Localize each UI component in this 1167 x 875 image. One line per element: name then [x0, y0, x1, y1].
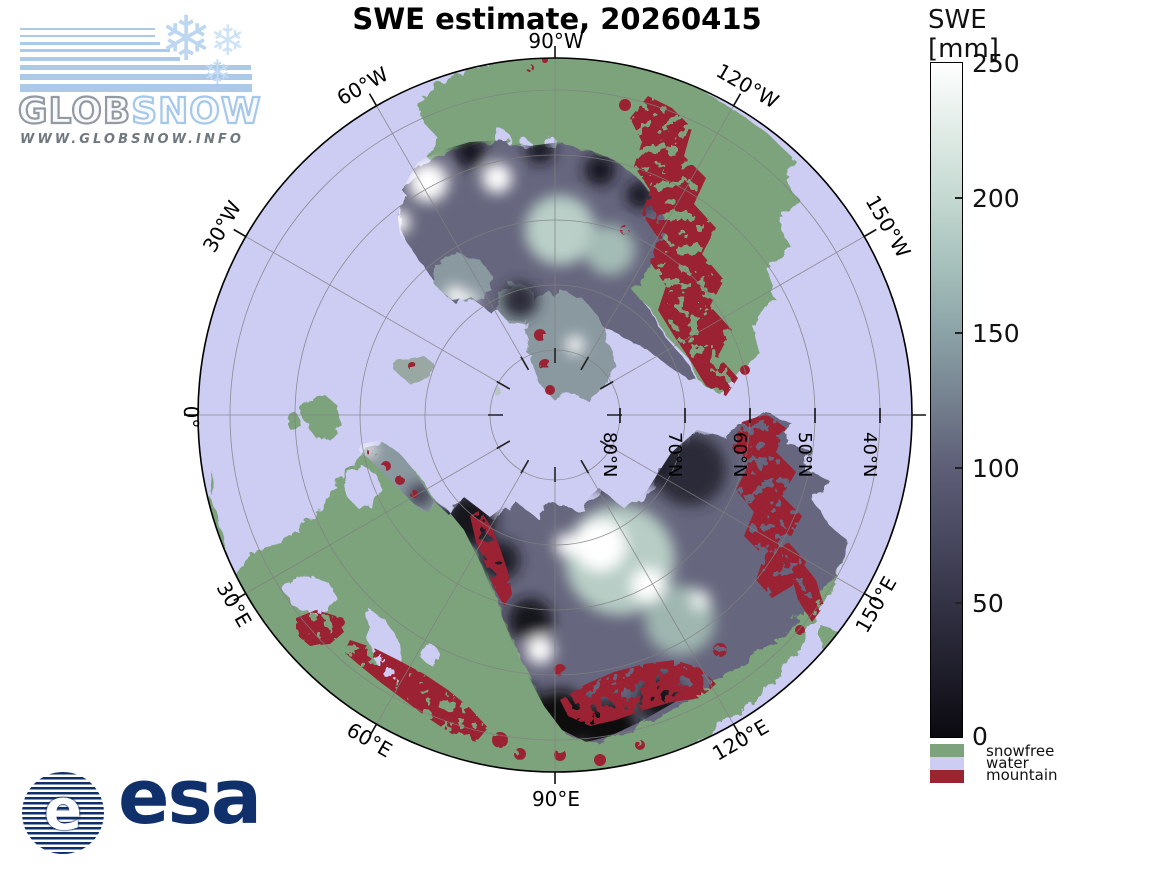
wordmark-snow: SNOW: [130, 91, 262, 132]
legend-swatch-mountain: [930, 770, 964, 783]
mountains-kamchatka: [792, 560, 824, 622]
logo-stripe: [20, 42, 160, 45]
esa-globe-icon: [22, 772, 104, 854]
logo-stripe: [20, 49, 170, 52]
parallel-label: 60°N: [729, 432, 750, 477]
colorbar-tick-label: 150: [972, 319, 1020, 348]
meridian-label: 0°: [179, 406, 203, 429]
colorbar-title: SWE: [928, 5, 987, 35]
snowflake-icon: ❄: [210, 16, 246, 65]
parallel-label: 70°N: [664, 432, 685, 477]
colorbar-unit: [mm]: [928, 34, 999, 64]
colorbar-tick: [955, 197, 962, 199]
legend-label-mountain: mountain: [986, 766, 1058, 784]
globsnow-wordmark: GLOBSNOW: [17, 91, 262, 132]
black-sea: [284, 572, 334, 614]
mediterranean-west: [204, 430, 232, 474]
great-lake: [494, 129, 508, 143]
great-lake: [541, 133, 553, 145]
colorbar-tick: [955, 332, 962, 334]
esa-globe-letter: e: [44, 778, 82, 843]
parallel-label: 50°N: [794, 432, 815, 477]
mountains-north-american-cordillera: [630, 96, 738, 396]
mountains-east-siberia: [732, 414, 806, 598]
colorbar-tick-label: 50: [972, 589, 1004, 618]
mountains-altai-sayan: [560, 660, 716, 726]
colorbar-tick-label: 250: [972, 49, 1020, 78]
esa-wordmark: esa: [118, 752, 262, 841]
logo-stripe: [20, 28, 155, 30]
esa-logo: e esa: [10, 752, 262, 865]
page-title: SWE estimate, 20260415: [352, 2, 762, 36]
legend-label-snowfree: snowfree: [986, 742, 1055, 760]
logo-stripe: [20, 65, 251, 70]
mountain-regions: [296, 58, 854, 766]
legend-label-water: water: [986, 754, 1029, 772]
island-ireland: [284, 412, 300, 428]
mountains-caucasus-iran: [344, 640, 488, 742]
meridian-edge-ticks: [184, 46, 926, 784]
colorbar-tick-label: 100: [972, 454, 1020, 483]
logo-stripe: [20, 74, 252, 80]
colorbar-tick: [955, 467, 962, 469]
snowflake-icon: ❄: [203, 53, 232, 93]
colorbar-tick-label: 200: [972, 184, 1020, 213]
snowflake-icon: ❄: [160, 2, 212, 75]
legend-swatch-snowfree: [930, 744, 964, 757]
aral-sea: [419, 643, 437, 661]
mountains-alps: [296, 610, 344, 646]
parallel-label: 80°N: [599, 432, 620, 477]
wordmark-glob: GLOB: [17, 91, 132, 132]
baltic-sea: [340, 464, 380, 506]
graticule-ticks-inner: [488, 348, 622, 482]
logo-stripe: [20, 57, 180, 61]
legend-swatch-water: [930, 757, 964, 770]
colorbar-tick: [955, 602, 962, 604]
parallel-labels: 80°N 70°N 60°N 50°N 40°N: [599, 432, 880, 477]
colorbar-tick-label: 0: [972, 722, 988, 751]
globsnow-url: WWW.GLOBSNOW.INFO: [20, 132, 245, 147]
logo-stripe: [20, 35, 155, 37]
map-disk: [198, 58, 912, 772]
meridian-label: 90°W: [528, 29, 583, 53]
parallel-label: 40°N: [859, 432, 880, 477]
latitude-ticks: [619, 408, 881, 423]
meridian-label: 90°E: [532, 787, 580, 811]
mountains-urals: [470, 510, 512, 606]
mediterranean-central: [206, 478, 252, 534]
colorbar-gradient: [930, 62, 963, 738]
globsnow-logo: ❄ ❄ ❄ GLOBSNOW WWW.GLOBSNOW.INFO: [15, 8, 265, 148]
mountains-scattered: [335, 58, 854, 766]
logo-stripe: [20, 84, 252, 92]
